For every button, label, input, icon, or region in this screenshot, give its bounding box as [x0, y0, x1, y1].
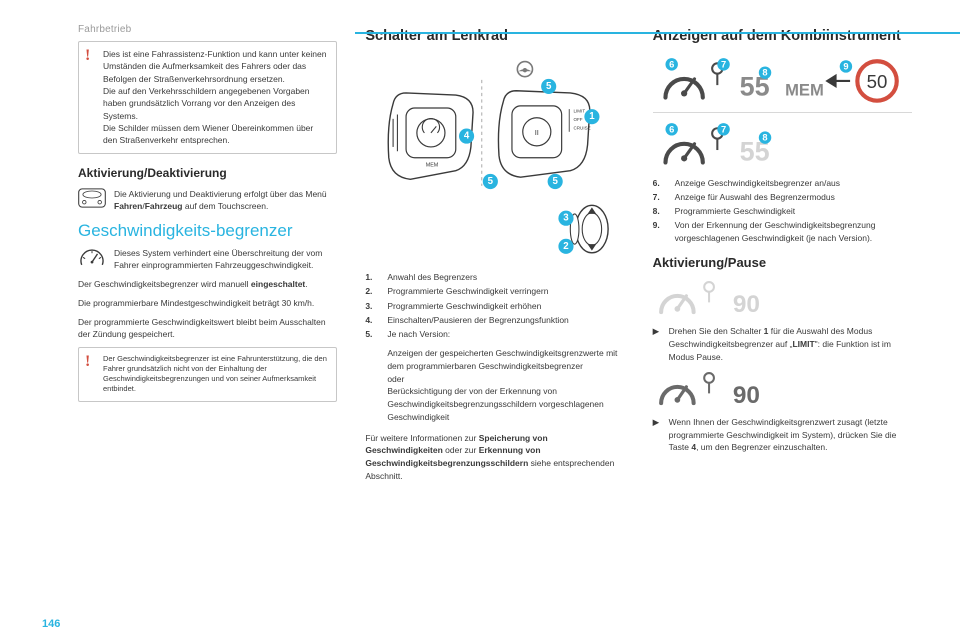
pause-value-2: 90 — [733, 382, 760, 409]
heading-speed-limiter: Geschwindigkeits-begrenzer — [78, 221, 337, 241]
controls-list: 1.Anwahl des Begrenzers 2.Programmierte … — [365, 271, 624, 341]
system-text: Dieses System verhindert eine Überschrei… — [114, 247, 337, 273]
display-list: 6.Anzeige Geschwindigkeitsbegrenzer an/a… — [653, 177, 912, 246]
list-item: 6.Anzeige Geschwindigkeitsbegrenzer an/a… — [653, 177, 912, 190]
bullet-limit: ▶ Drehen Sie den Schalter 1 für die Ausw… — [653, 325, 912, 363]
svg-text:5: 5 — [488, 176, 494, 187]
bullet-confirm: ▶ Wenn Ihnen der Geschwindigkeitsgrenzwe… — [653, 416, 912, 454]
svg-text:1: 1 — [590, 111, 596, 122]
list-item: 5.Je nach Version: — [365, 328, 624, 341]
t: , um den Begrenzer einzuschalten. — [696, 442, 827, 452]
svg-text:MEM: MEM — [785, 80, 824, 99]
svg-text:2: 2 — [564, 241, 570, 252]
gauge-row-1: 55 MEM 50 6 7 8 9 — [653, 54, 912, 106]
page-number: 146 — [42, 618, 60, 630]
steering-controls-diagram: MEM II LIMIT OFF CRUISE — [365, 54, 624, 259]
divider — [653, 112, 912, 113]
controls-footer: Für weitere Informationen zur Speicherun… — [365, 432, 624, 483]
list-item: 2.Programmierte Geschwindigkeit verringe… — [365, 285, 624, 298]
running-header: Fahrbetrieb — [78, 24, 337, 35]
car-icon-row: Die Aktivierung und Deaktivierung erfolg… — [78, 188, 337, 214]
warning-box-2: ! Der Geschwindigkeitsbegrenzer ist eine… — [78, 347, 337, 402]
t: Fahren — [114, 201, 142, 211]
warning-text-1: Dies ist eine Fahrassistenz-Funktion und… — [103, 48, 328, 147]
heading-controls: Schalter am Lenkrad — [365, 28, 624, 44]
t: oder zur — [443, 445, 479, 455]
heading-activation: Aktivierung/Deaktivierung — [78, 166, 337, 180]
p-stored: Der programmierte Geschwindigkeitswert b… — [78, 316, 337, 342]
svg-text:5: 5 — [553, 176, 559, 187]
gauge-row-2: 55 6 7 8 — [653, 121, 912, 169]
svg-text:5: 5 — [546, 81, 552, 92]
svg-text:6: 6 — [669, 59, 674, 69]
sublist-2: Berücksichtigung der von der Erkennung v… — [365, 385, 624, 423]
header-accent-line — [355, 32, 960, 34]
svg-text:CRUISE: CRUISE — [574, 126, 591, 131]
warning-text-2: Der Geschwindigkeitsbegrenzer ist eine F… — [103, 354, 328, 395]
pause-gauge-2: 90 — [653, 369, 912, 410]
svg-text:9: 9 — [843, 61, 848, 71]
arrow-icon: ▶ — [653, 416, 663, 454]
svg-text:6: 6 — [669, 124, 674, 134]
warning-icon: ! — [85, 48, 97, 62]
activation-text: Die Aktivierung und Deaktivierung erfolg… — [114, 188, 337, 214]
p-min-speed: Die programmierbare Mindestgeschwindigke… — [78, 297, 337, 310]
t: Die Aktivierung und Deaktivierung erfolg… — [114, 189, 327, 199]
speedometer-icon — [78, 247, 106, 271]
svg-text:8: 8 — [762, 132, 767, 142]
column-3: Anzeigen auf dem Kombiinstrument 55 MEM — [653, 24, 912, 489]
svg-text:II: II — [535, 128, 539, 137]
pause-gauge-1: 90 — [653, 278, 912, 319]
svg-text:3: 3 — [564, 213, 570, 224]
warning-icon: ! — [85, 354, 97, 368]
page: Fahrbetrieb ! Dies ist eine Fahrassisten… — [0, 0, 960, 501]
column-2: Schalter am Lenkrad — [365, 24, 624, 489]
sublist-1: Anzeigen der gespeicherten Geschwindigke… — [365, 347, 624, 373]
t: . — [305, 279, 307, 289]
list-item: 4.Einschalten/Pausieren der Begrenzungsf… — [365, 314, 624, 327]
pause-value-1: 90 — [733, 292, 760, 319]
t: Fahrzeug — [145, 201, 183, 211]
sublist-or: oder — [365, 373, 624, 386]
t: Der Geschwindigkeitsbegrenzer wird manue… — [78, 279, 251, 289]
p-manual: Der Geschwindigkeitsbegrenzer wird manue… — [78, 278, 337, 291]
list-item: 1.Anwahl des Begrenzers — [365, 271, 624, 284]
svg-text:MEM: MEM — [426, 162, 439, 168]
t: Für weitere Informationen zur — [365, 433, 478, 443]
warning-box-1: ! Dies ist eine Fahrassistenz-Funktion u… — [78, 41, 337, 154]
list-item: 7.Anzeige für Auswahl des Begrenzermodus — [653, 191, 912, 204]
svg-text:LIMIT: LIMIT — [574, 108, 586, 113]
t: Wenn Ihnen der Geschwindigkeitsgrenzwert… — [669, 416, 912, 454]
t: LIMIT — [792, 339, 814, 349]
svg-text:50: 50 — [866, 71, 887, 92]
list-item: 3.Programmierte Geschwindigkeit erhöhen — [365, 300, 624, 313]
t: Drehen Sie den Schalter — [669, 326, 764, 336]
column-1: Fahrbetrieb ! Dies ist eine Fahrassisten… — [78, 24, 337, 489]
svg-text:8: 8 — [762, 68, 767, 78]
car-front-icon — [78, 188, 106, 212]
t: Drehen Sie den Schalter 1 für die Auswah… — [669, 325, 912, 363]
speedo-icon-row: Dieses System verhindert eine Überschrei… — [78, 247, 337, 273]
svg-text:OFF: OFF — [574, 117, 583, 122]
list-item: 8.Programmierte Geschwindigkeit — [653, 205, 912, 218]
heading-activation-pause: Aktivierung/Pause — [653, 255, 912, 270]
svg-text:4: 4 — [464, 131, 470, 142]
arrow-icon: ▶ — [653, 325, 663, 363]
heading-display: Anzeigen auf dem Kombiinstrument — [653, 28, 912, 44]
t: auf dem Touchscreen. — [183, 201, 269, 211]
t: eingeschaltet — [251, 279, 305, 289]
list-item: 9.Von der Erkennung der Geschwindigkeits… — [653, 219, 912, 245]
svg-text:7: 7 — [721, 124, 726, 134]
svg-text:7: 7 — [721, 59, 726, 69]
